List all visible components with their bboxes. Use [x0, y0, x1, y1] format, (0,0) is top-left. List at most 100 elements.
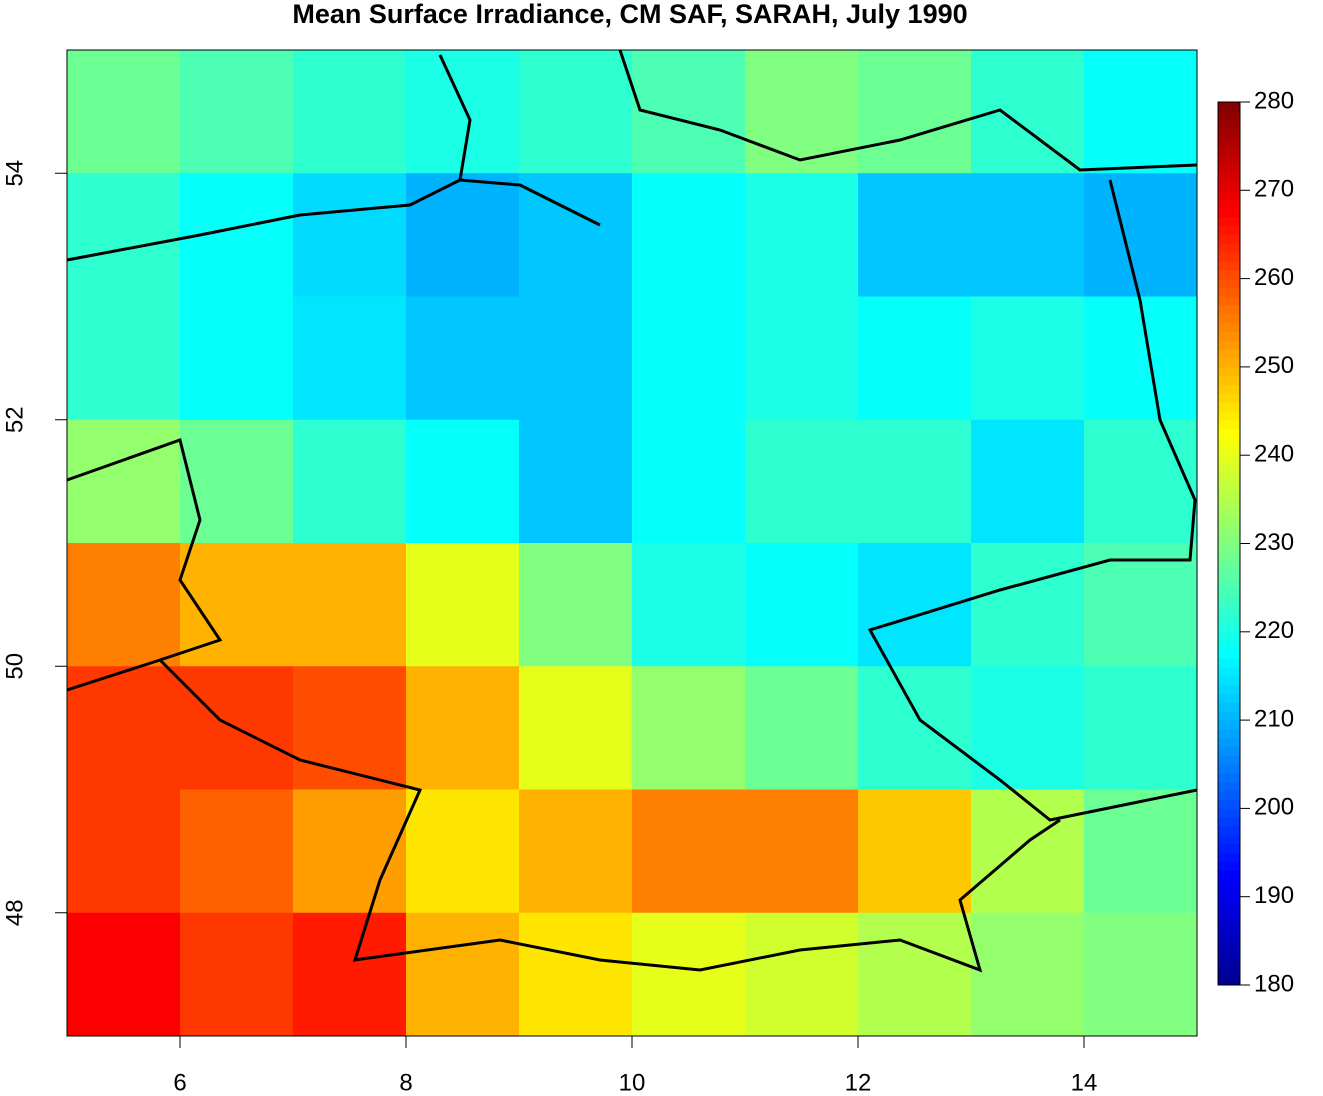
colorbar-step	[1218, 252, 1240, 262]
cell	[519, 543, 633, 667]
cell	[858, 296, 972, 421]
colorbar-step	[1218, 578, 1240, 589]
cell	[1084, 666, 1198, 790]
cell	[971, 296, 1085, 421]
cell	[858, 666, 972, 790]
cell	[519, 50, 633, 174]
x-tick-label: 6	[173, 1069, 186, 1096]
cell	[293, 789, 407, 914]
colorbar-step	[1218, 552, 1240, 562]
colorbar-step	[1218, 658, 1240, 668]
cell	[1084, 50, 1198, 174]
cell	[858, 173, 972, 297]
colorbar-step	[1218, 163, 1240, 174]
colorbar-step	[1218, 481, 1240, 492]
colorbar-step	[1218, 437, 1240, 447]
cell	[858, 419, 972, 544]
colorbar-tick-label: 250	[1254, 352, 1294, 379]
cell	[67, 50, 181, 174]
cell	[858, 50, 972, 174]
colorbar-step	[1218, 640, 1240, 650]
cell	[1084, 296, 1198, 421]
cell	[180, 296, 294, 421]
colorbar-step	[1218, 349, 1240, 359]
colorbar-step	[1218, 225, 1240, 235]
colorbar-tick-label: 180	[1254, 970, 1294, 997]
colorbar-step	[1218, 278, 1240, 288]
colorbar-step	[1218, 384, 1240, 394]
colorbar-step	[1218, 817, 1240, 827]
colorbar-step	[1218, 622, 1240, 633]
colorbar-step	[1218, 331, 1240, 341]
colorbar-step	[1218, 419, 1240, 430]
colorbar-step	[1218, 393, 1240, 403]
colorbar-step	[1218, 375, 1240, 386]
colorbar-step	[1218, 154, 1240, 165]
cell	[858, 789, 972, 914]
colorbar-step	[1218, 543, 1240, 553]
colorbar-step	[1218, 322, 1240, 333]
colorbar-step	[1218, 834, 1240, 845]
colorbar-step	[1218, 296, 1240, 306]
colorbar-step	[1218, 464, 1240, 474]
x-tick-label: 8	[399, 1069, 412, 1096]
cell	[745, 296, 859, 421]
colorbar-step	[1218, 720, 1240, 730]
y-tick-label: 54	[1, 160, 28, 187]
colorbar-step	[1218, 569, 1240, 580]
cell	[293, 419, 407, 544]
colorbar-step	[1218, 967, 1240, 977]
cell	[406, 419, 520, 544]
colorbar-step	[1218, 534, 1240, 544]
colorbar-step	[1218, 746, 1240, 756]
cell	[406, 50, 520, 174]
colorbar-step	[1218, 305, 1240, 315]
cell	[293, 173, 407, 297]
x-tick-label: 14	[1071, 1069, 1098, 1096]
colorbar-step	[1218, 887, 1240, 898]
cell	[971, 50, 1085, 174]
cell	[971, 543, 1085, 667]
cell	[293, 666, 407, 790]
colorbar-step	[1218, 790, 1240, 801]
colorbar-step	[1218, 870, 1240, 880]
cell	[519, 789, 633, 914]
cell	[745, 419, 859, 544]
y-tick-label: 50	[1, 653, 28, 680]
cell	[67, 789, 181, 914]
cell	[1084, 173, 1198, 297]
colorbar-step	[1218, 932, 1240, 942]
colorbar-step	[1218, 207, 1240, 218]
cell	[406, 296, 520, 421]
colorbar-step	[1218, 861, 1240, 871]
colorbar-step	[1218, 781, 1240, 792]
cell	[632, 912, 746, 1037]
cell	[67, 296, 181, 421]
colorbar-step	[1218, 402, 1240, 412]
colorbar-tick-label: 230	[1254, 529, 1294, 556]
colorbar-step	[1218, 755, 1240, 765]
colorbar-step	[1218, 243, 1240, 253]
colorbar-step	[1218, 358, 1240, 368]
colorbar: 180 190 200 210 220 230 240 250 260 270 280	[1217, 87, 1294, 997]
x-tick-label: 10	[619, 1069, 646, 1096]
raster	[67, 50, 1198, 1037]
colorbar-step	[1218, 596, 1240, 606]
colorbar-step	[1218, 269, 1240, 280]
cell	[180, 50, 294, 174]
colorbar-step	[1218, 852, 1240, 862]
colorbar-step	[1218, 216, 1240, 227]
x-tick-label: 12	[845, 1069, 872, 1096]
chart-title: Mean Surface Irradiance, CM SAF, SARAH, …	[292, 0, 967, 29]
colorbar-tick-label: 270	[1254, 176, 1294, 203]
cell	[519, 419, 633, 544]
cell	[67, 912, 181, 1037]
colorbar-step	[1218, 102, 1240, 112]
cell	[971, 419, 1085, 544]
cell	[632, 543, 746, 667]
colorbar-step	[1218, 737, 1240, 748]
cell	[67, 419, 181, 544]
colorbar-step	[1218, 896, 1240, 907]
cell	[293, 543, 407, 667]
cell	[632, 789, 746, 914]
